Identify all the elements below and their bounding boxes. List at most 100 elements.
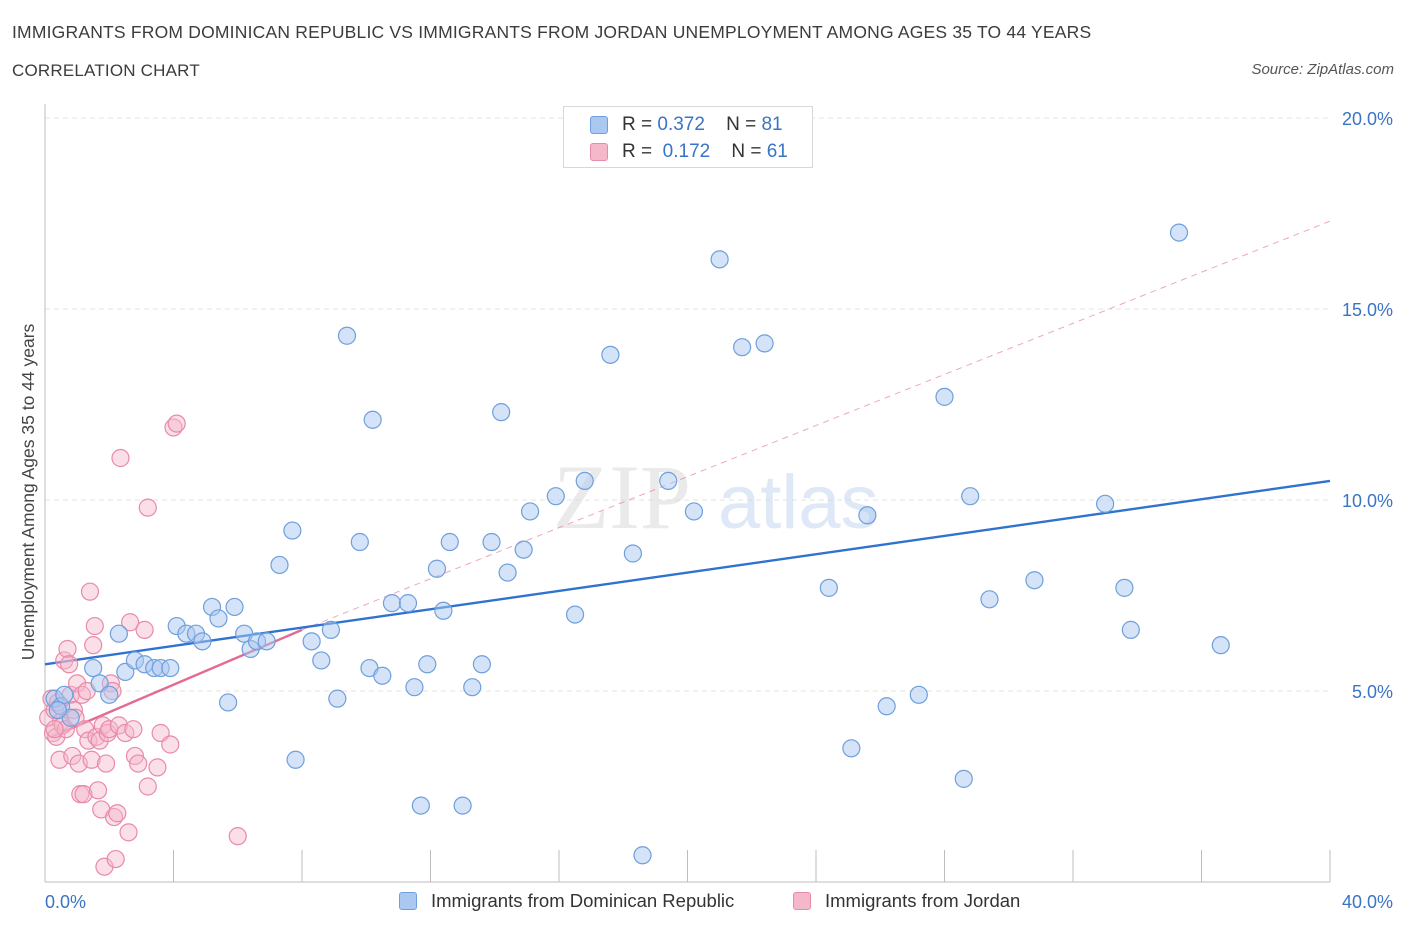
dominican-point-30 (312, 651, 331, 670)
dominican-point-76 (1115, 578, 1134, 597)
dominican-point-43 (427, 559, 447, 578)
dominican-point-66 (842, 739, 861, 758)
jordan-trend-extension (301, 220, 1331, 631)
jordan-point-56 (161, 735, 180, 754)
jordan-point-30 (88, 781, 108, 800)
legend-label-dominican: Immigrants from Dominican Republic (431, 890, 735, 911)
dominican-point-39 (398, 594, 418, 613)
legend-swatch-pink (590, 143, 608, 161)
y-tick-label-1: 10.0% (1342, 491, 1393, 511)
x-tick-label-max: 40.0% (1342, 892, 1393, 912)
dominican-point-60 (659, 471, 678, 490)
jordan-point-12 (59, 655, 79, 674)
dominican-point-40 (405, 678, 424, 697)
dominican-point-17 (193, 632, 212, 651)
dominican-point-73 (980, 590, 999, 609)
legend-r-value: 0.372 (657, 114, 705, 135)
dominican-point-64 (755, 334, 774, 353)
dominican-point-61 (684, 502, 704, 521)
dominican-point-68 (877, 697, 896, 716)
source-label: Source: ZipAtlas.com (1251, 61, 1394, 78)
axes (44, 104, 1331, 883)
legend-r-label: R = (622, 114, 653, 135)
dominican-point-51 (498, 563, 517, 582)
dominican-point-55 (565, 605, 585, 624)
dominican-point-70 (935, 387, 954, 406)
jordan-point-11 (58, 639, 77, 659)
dominican-point-4 (84, 658, 103, 678)
dominican-point-48 (472, 655, 491, 674)
watermark-zip: ZIP (553, 446, 691, 548)
dominican-point-63 (733, 338, 752, 357)
dominican-point-52 (514, 540, 533, 559)
dominican-point-75 (1096, 494, 1115, 513)
dominican-point-27 (283, 521, 302, 540)
jordan-point-14 (63, 746, 82, 766)
jordan-point-52 (138, 498, 157, 517)
jordan-point-58 (167, 414, 186, 433)
dominican-point-58 (623, 544, 642, 563)
x-tick-label-min: 0.0% (45, 892, 86, 912)
jordan-point-26 (82, 750, 101, 769)
jordan-point-47 (121, 613, 140, 632)
dominican-point-37 (373, 666, 392, 685)
dominican-point-2 (55, 685, 74, 704)
dominican-points (45, 223, 1230, 865)
dominican-point-78 (1169, 223, 1189, 242)
jordan-point-50 (129, 754, 148, 773)
jordan-point-42 (108, 804, 127, 823)
y-tick-label-2: 15.0% (1342, 300, 1393, 320)
jordan-point-51 (135, 620, 154, 639)
legend-n-value: 81 (761, 114, 783, 135)
chart-title: IMMIGRANTS FROM DOMINICAN REPUBLIC VS IM… (12, 22, 1092, 42)
dominican-point-49 (482, 532, 501, 552)
jordan-point-43 (109, 716, 128, 735)
dominican-point-72 (961, 487, 980, 506)
dominican-point-50 (492, 403, 511, 422)
jordan-point-21 (74, 785, 93, 804)
watermark-atlas: atlas (718, 460, 879, 545)
dominican-point-28 (286, 750, 305, 769)
dominican-point-56 (575, 471, 594, 490)
legend-text-jordan: R = 0.172 N = 61 (622, 141, 788, 163)
dominican-point-41 (411, 796, 430, 815)
dominican-point-65 (819, 578, 838, 597)
dominican-point-59 (633, 846, 652, 865)
dominican-point-80 (48, 700, 67, 720)
jordan-point-60 (45, 720, 64, 739)
jordan-point-54 (148, 758, 167, 777)
legend-label-jordan: Immigrants from Jordan (825, 890, 1021, 911)
dominican-point-57 (601, 345, 620, 364)
legend-n-label: N = (731, 141, 762, 162)
dominican-point-62 (710, 250, 729, 269)
dominican-point-69 (909, 685, 928, 704)
dominican-point-53 (520, 502, 540, 521)
dominican-point-29 (302, 632, 321, 651)
legend-r-value: 0.172 (662, 141, 711, 162)
dominican-point-71 (954, 769, 973, 788)
dominican-point-67 (858, 506, 877, 525)
jordan-point-17 (68, 674, 87, 693)
legend-r-label: R = (622, 141, 653, 162)
jordan-point-41 (106, 849, 125, 869)
dominican-point-33 (337, 326, 357, 345)
dominican-point-21 (225, 597, 244, 617)
dominican-point-7 (109, 624, 128, 643)
dominican-point-20 (219, 693, 238, 712)
jordan-point-46 (119, 823, 138, 842)
dominican-point-38 (382, 594, 402, 613)
dominican-point-31 (321, 620, 341, 639)
jordan-point-48 (124, 720, 143, 739)
dominican-point-44 (434, 601, 453, 620)
dominican-point-25 (257, 632, 276, 651)
jordan-point-44 (111, 448, 130, 468)
y-axis-title: Unemployment Among Ages 35 to 44 years (18, 323, 38, 660)
correlation-legend: R = 0.372 N = 81 R = 0.172 N = 61 (563, 106, 813, 168)
dominican-point-26 (270, 555, 289, 575)
legend-n-value: 61 (766, 141, 788, 162)
dominican-point-6 (100, 685, 119, 704)
jordan-point-25 (80, 582, 100, 601)
dominican-point-47 (463, 678, 482, 697)
y-tick-label-3: 20.0% (1342, 109, 1393, 129)
